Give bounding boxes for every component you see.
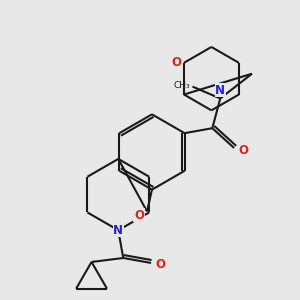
- Text: CH₃: CH₃: [174, 81, 190, 90]
- Text: O: O: [171, 56, 181, 69]
- Text: N: N: [113, 224, 123, 237]
- Text: O: O: [155, 258, 165, 272]
- Text: N: N: [215, 83, 225, 97]
- Text: O: O: [134, 209, 144, 222]
- Text: O: O: [238, 143, 248, 157]
